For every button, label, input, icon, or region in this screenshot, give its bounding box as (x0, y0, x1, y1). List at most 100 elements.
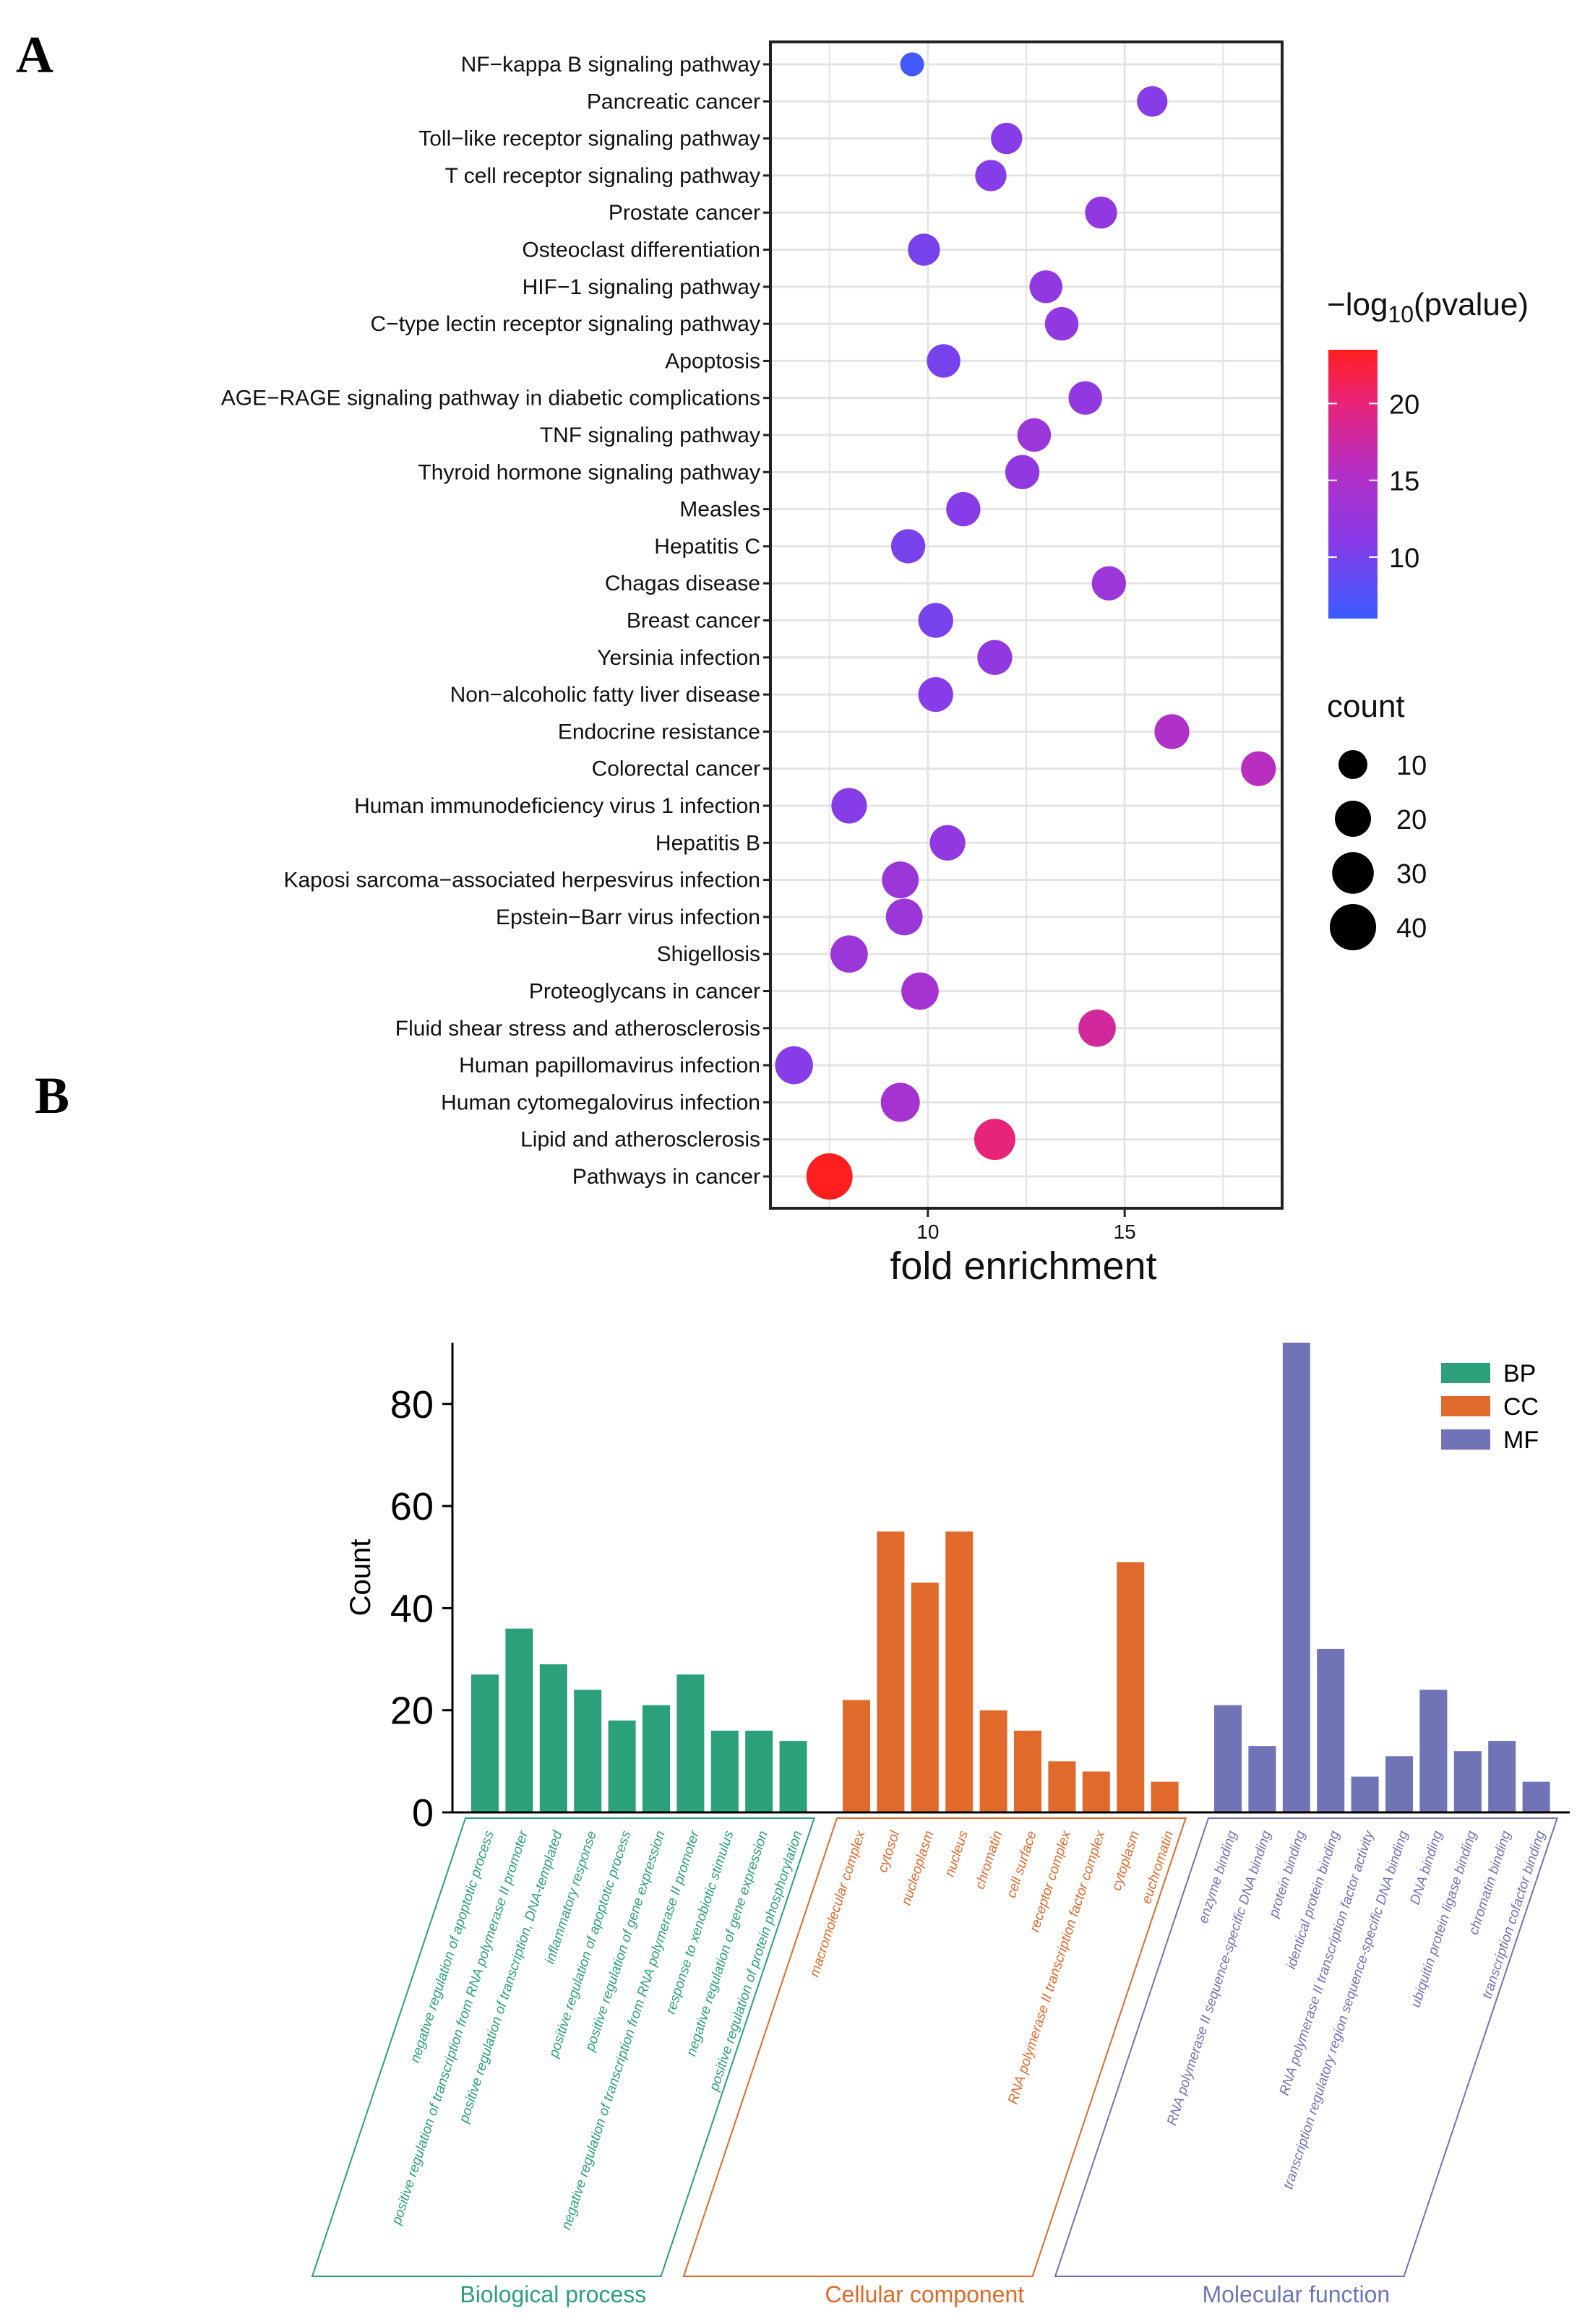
bar-bp-positive-regulation-of-protein-phosphorylation (779, 1741, 807, 1812)
row-label-human-immunodeficiency-virus-1-infection: Human immunodeficiency virus 1 infection (354, 794, 760, 818)
bar-mf-dna-binding (1419, 1690, 1448, 1812)
row-label-age-rage-signaling-pathway-in-diabetic-complications: AGE−RAGE signaling pathway in diabetic c… (221, 387, 760, 410)
bar-cc-macromolecular-complex (843, 1700, 870, 1812)
row-label-pancreatic-cancer: Pancreatic cancer (587, 90, 760, 113)
category-label-cc-nucleoplasm: nucleoplasm (899, 1829, 937, 1907)
dot-pancreatic-cancer (1137, 86, 1168, 117)
panel-b-y-ticks: 0 20 40 60 80 (390, 1383, 452, 1835)
dot-hepatitis-b (929, 825, 966, 861)
row-label-c-type-lectin-receptor-signaling-pathway: C−type lectin receptor signaling pathway (371, 312, 760, 336)
bar-mf-enzyme-binding (1214, 1705, 1242, 1812)
row-label-hepatitis-c: Hepatitis C (654, 535, 760, 559)
color-legend-ticks: 20 15 10 (1328, 390, 1419, 574)
size-legend-dot-40 (1329, 903, 1377, 951)
bar-mf-identical-protein-binding (1317, 1648, 1345, 1812)
bar-cc-cytoplasm (1117, 1562, 1145, 1812)
row-label-thyroid-hormone-signaling-pathway: Thyroid hormone signaling pathway (418, 460, 760, 484)
bar-bp-positive-regulation-of-transcription-dna-templated (539, 1664, 567, 1812)
dot-age-rage-signaling-pathway-in-diabetic-complications (1068, 381, 1102, 415)
group-box-bp (311, 1817, 815, 2277)
dot-endocrine-resistance (1154, 714, 1190, 749)
row-label-shigellosis: Shigellosis (657, 942, 760, 966)
size-legend-label-20: 20 (1396, 805, 1427, 835)
dot-prostate-cancer (1085, 196, 1117, 229)
category-label-cc-euchromatin: euchromatin (1139, 1829, 1177, 1906)
row-label-hepatitis-b: Hepatitis B (656, 831, 760, 855)
size-legend-label-40: 40 (1396, 913, 1427, 944)
panel-b-bar-chart: 0 20 40 60 80 Count negative regulation of a… (311, 1343, 1570, 2307)
color-legend-title: −log10(pvalue) (1327, 287, 1529, 327)
dot-yersinia-infection (977, 640, 1013, 675)
color-legend-title-prefix: −log (1327, 287, 1388, 322)
dot-human-papillomavirus-infection (775, 1046, 813, 1085)
panel-a-plot-frame (769, 40, 1284, 1210)
row-label-chagas-disease: Chagas disease (605, 572, 760, 595)
panel-b-bars (471, 1343, 1550, 1812)
bar-bp-negative-regulation-of-transcription-from-rna-polymerase-ii-promoter (676, 1674, 705, 1812)
row-label-colorectal-cancer: Colorectal cancer (592, 757, 760, 781)
bar-bp-inflammatory-response (574, 1690, 602, 1812)
category-label-cc-cytoplasm: cytoplasm (1109, 1829, 1143, 1893)
row-label-hif-1-signaling-pathway: HIF−1 signaling pathway (523, 275, 760, 299)
dot-breast-cancer (918, 603, 953, 638)
panel-a-x-ticks: 10 15 (916, 1208, 1136, 1243)
category-label-cc-macromolecular-complex: macromolecular complex (807, 1828, 869, 1979)
panel-b-ytick-label-20: 20 (390, 1690, 434, 1733)
dot-nf-kappa-b-signaling-pathway (900, 52, 924, 77)
dot-human-cytomegalovirus-infection (880, 1083, 920, 1122)
bar-mf-ubiquitin-protein-ligase-binding (1453, 1751, 1482, 1812)
dot-chagas-disease (1091, 566, 1127, 601)
row-label-human-papillomavirus-infection: Human papillomavirus infection (459, 1054, 760, 1077)
dot-osteoclast-differentiation (908, 233, 940, 266)
bar-cc-cell-surface (1014, 1730, 1041, 1812)
row-label-yersinia-infection: Yersinia infection (597, 646, 760, 670)
size-legend-label-30: 30 (1396, 859, 1427, 890)
bar-cc-receptor-complex (1048, 1761, 1076, 1812)
dot-human-immunodeficiency-virus-1-infection (831, 788, 867, 824)
group-box-cc (682, 1817, 1187, 2277)
bar-cc-nucleoplasm (911, 1583, 939, 1812)
dot-measles (946, 491, 981, 527)
row-label-fluid-shear-stress-and-atherosclerosis: Fluid shear stress and atherosclerosis (395, 1017, 760, 1041)
category-label-cc-cytosol: cytosol (875, 1828, 903, 1874)
panel-a-dots (775, 52, 1276, 1200)
row-label-breast-cancer: Breast cancer (627, 609, 760, 633)
bar-bp-positive-regulation-of-transcription-from-rna-polymerase-ii-promoter (505, 1628, 533, 1812)
row-label-toll-like-receptor-signaling-pathway: Toll−like receptor signaling pathway (418, 127, 760, 151)
bar-mf-transcription-cofactor-binding (1522, 1781, 1550, 1812)
panel-a-gridlines (770, 42, 1282, 1208)
size-legend-dot-10 (1338, 749, 1368, 780)
dot-proteoglycans-in-cancer (901, 972, 939, 1010)
category-label-cc-nucleus: nucleus (942, 1829, 971, 1879)
color-legend-gradient-bar (1328, 350, 1378, 619)
row-label-endocrine-resistance: Endocrine resistance (558, 720, 760, 744)
category-label-cc-chromatin: chromatin (973, 1829, 1006, 1891)
bar-mf-chromatin-binding (1488, 1741, 1516, 1812)
row-label-nf-kappa-b-signaling-pathway: NF−kappa B signaling pathway (461, 53, 760, 77)
row-label-t-cell-receptor-signaling-pathway: T cell receptor signaling pathway (445, 164, 760, 188)
category-label-bp-positive-regulation-of-transcription-from-rna-polymerase-ii-promoter: positive regulation of transcription fro… (389, 1828, 531, 2227)
size-legend-title: count (1327, 689, 1405, 724)
bar-cc-euchromatin (1151, 1781, 1179, 1812)
panel-b-letter: B (35, 1067, 69, 1124)
bar-cc-rna-polymerase-ii-transcription-factor-complex (1082, 1771, 1110, 1812)
row-label-non-alcoholic-fatty-liver-disease: Non−alcoholic fatty liver disease (450, 683, 760, 707)
row-label-human-cytomegalovirus-infection: Human cytomegalovirus infection (441, 1090, 760, 1114)
legend-swatch-cc (1441, 1396, 1490, 1416)
row-label-tnf-signaling-pathway: TNF signaling pathway (540, 423, 760, 447)
legend-label-cc: CC (1503, 1393, 1539, 1421)
dot-hepatitis-c (890, 529, 926, 564)
group-label-cellular-component: Cellular component (825, 2281, 1024, 2307)
dot-colorectal-cancer (1241, 751, 1276, 786)
dot-hif-1-signaling-pathway (1029, 270, 1062, 304)
category-label-mf-dna-binding: DNA binding (1407, 1829, 1445, 1907)
dot-shigellosis (830, 935, 868, 973)
bar-mf-rna-polymerase-ii-transcription-factor-activity (1351, 1776, 1379, 1812)
color-legend-label-15: 15 (1389, 467, 1419, 497)
dot-apoptosis (927, 344, 961, 378)
panel-b-y-axis-title: Count (345, 1539, 377, 1617)
size-legend-dot-20 (1335, 801, 1371, 837)
color-legend-title-sub: 10 (1388, 301, 1414, 327)
